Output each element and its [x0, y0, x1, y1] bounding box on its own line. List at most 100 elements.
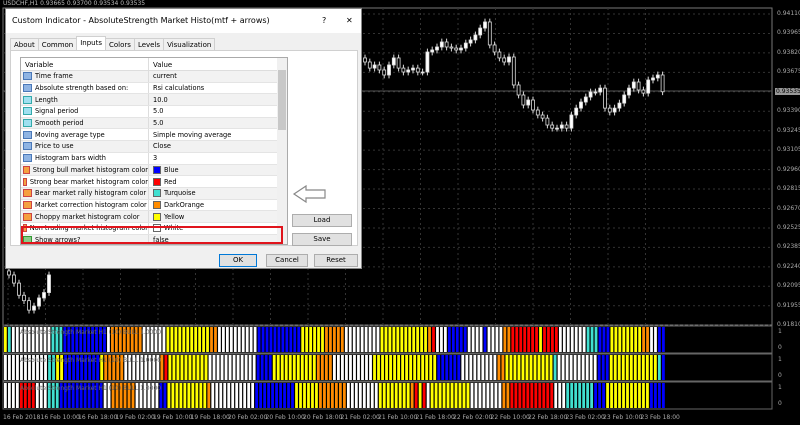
histogram-bar: [349, 355, 352, 380]
color-swatch[interactable]: [153, 165, 161, 174]
input-row[interactable]: Time frame current: [21, 71, 287, 83]
variable-value[interactable]: Close: [153, 142, 171, 151]
histogram-bar: [287, 383, 290, 408]
histogram-bar: [506, 383, 510, 408]
input-row[interactable]: Bear market rally histogram color Turquoi…: [21, 187, 287, 200]
histogram-bar: [369, 355, 372, 380]
histogram-bar: [498, 383, 502, 408]
variable-value[interactable]: 5.0: [153, 107, 164, 116]
histogram-bar: [457, 355, 461, 380]
variable-value[interactable]: Blue: [164, 165, 179, 174]
price-label: 0.92815: [777, 185, 800, 193]
histogram-bar: [23, 383, 27, 408]
histogram-bar: [39, 327, 43, 352]
histogram-bar: [586, 383, 590, 408]
histogram-bar: [562, 383, 566, 408]
color-swatch[interactable]: [153, 189, 161, 198]
time-label: 23 Feb 18:00: [640, 414, 680, 421]
scrollbar[interactable]: [277, 58, 287, 244]
variable-value[interactable]: 5.0: [153, 119, 164, 128]
histogram-bar: [521, 355, 525, 380]
histogram-bar: [629, 355, 633, 380]
variable-value[interactable]: Yellow: [164, 212, 185, 221]
histogram-bar: [16, 355, 19, 380]
tab-inputs[interactable]: Inputs: [76, 36, 107, 51]
histogram-bar: [176, 355, 180, 380]
histogram-bar: [582, 327, 586, 352]
histogram-bar: [420, 327, 423, 352]
col-type-icon: [23, 200, 32, 209]
color-swatch[interactable]: [153, 177, 161, 186]
histogram-bar: [63, 327, 67, 352]
input-row[interactable]: Smooth period 5.0: [21, 117, 287, 130]
time-label: 16 Feb 10:00: [40, 414, 80, 421]
histogram-bar: [479, 327, 483, 352]
tab-visualization[interactable]: Visualization: [163, 38, 216, 51]
close-icon[interactable]: ✕: [346, 16, 353, 25]
reset-button[interactable]: Reset: [314, 254, 358, 267]
histogram-bar: [541, 355, 545, 380]
histogram-bar: [497, 355, 501, 380]
scrollbar-thumb[interactable]: [278, 70, 286, 130]
variable-value[interactable]: White: [164, 224, 184, 233]
histogram-bar: [437, 355, 441, 380]
ok-button[interactable]: OK: [219, 254, 257, 267]
histogram-bar: [4, 355, 7, 380]
color-swatch[interactable]: [153, 200, 161, 209]
histogram-bar: [136, 355, 140, 380]
histogram-bar: [626, 327, 630, 352]
variable-value[interactable]: false: [153, 235, 169, 244]
histogram-bar: [59, 383, 63, 408]
input-row[interactable]: Strong bull market histogram color Blue: [21, 164, 287, 177]
histogram-bar: [172, 355, 176, 380]
cancel-button[interactable]: Cancel: [266, 254, 308, 267]
variable-value[interactable]: 10.0: [153, 95, 168, 104]
input-row[interactable]: Absolute strength based on: Rsi calculati…: [21, 82, 287, 95]
input-row[interactable]: Price to use Close: [21, 141, 287, 153]
histogram-bar: [505, 355, 509, 380]
variable-value[interactable]: 3: [153, 154, 158, 163]
candle: [391, 57, 396, 66]
help-button[interactable]: ?: [322, 16, 327, 25]
variable-value[interactable]: Red: [164, 177, 177, 186]
histogram-bar: [283, 383, 286, 408]
histogram-bar: [255, 383, 259, 408]
variable-name: Signal period: [35, 107, 79, 116]
histogram-bar: [319, 383, 322, 408]
variable-value[interactable]: Rsi calculations: [153, 84, 205, 93]
histogram-bar: [139, 383, 143, 408]
inputs-table[interactable]: Variable Value Time frame current Absolute…: [20, 57, 288, 245]
time-label: 19 Feb 18:00: [190, 414, 230, 421]
input-row[interactable]: Market correction histogram color DarkOra…: [21, 199, 287, 212]
histogram-panel-frame: [2, 353, 773, 382]
load-button[interactable]: Load: [292, 214, 352, 227]
histogram-bar: [428, 327, 431, 352]
histogram-bar: [127, 383, 131, 408]
variable-value[interactable]: DarkOrange: [164, 200, 205, 209]
input-row[interactable]: Histogram bars width 3: [21, 152, 287, 165]
input-row[interactable]: Moving average type Simple moving average: [21, 129, 287, 142]
histogram-bar: [312, 355, 316, 380]
histogram-bar: [503, 327, 507, 352]
variable-value[interactable]: current: [153, 72, 177, 81]
input-row[interactable]: Signal period 5.0: [21, 106, 287, 118]
histogram-bar: [416, 327, 420, 352]
input-row[interactable]: Non trading market histogram color White: [21, 222, 287, 235]
histogram-bar: [248, 355, 252, 380]
save-button[interactable]: Save: [292, 233, 352, 246]
candle: [627, 87, 631, 96]
variable-value[interactable]: Simple moving average: [153, 130, 232, 139]
histogram-bar: [240, 355, 244, 380]
histogram-bar: [11, 383, 15, 408]
histogram-bar: [321, 327, 324, 352]
input-row[interactable]: Length 10.0: [21, 94, 287, 107]
histogram-bar: [380, 327, 384, 352]
variable-value[interactable]: Turquoise: [164, 189, 196, 198]
histogram-bar: [236, 355, 240, 380]
input-row[interactable]: Choppy market histogram color Yellow: [21, 211, 287, 223]
candle: [636, 81, 641, 91]
input-row[interactable]: Strong bear market histogram color Red: [21, 176, 287, 188]
color-swatch[interactable]: [153, 224, 161, 233]
color-swatch[interactable]: [153, 212, 161, 221]
